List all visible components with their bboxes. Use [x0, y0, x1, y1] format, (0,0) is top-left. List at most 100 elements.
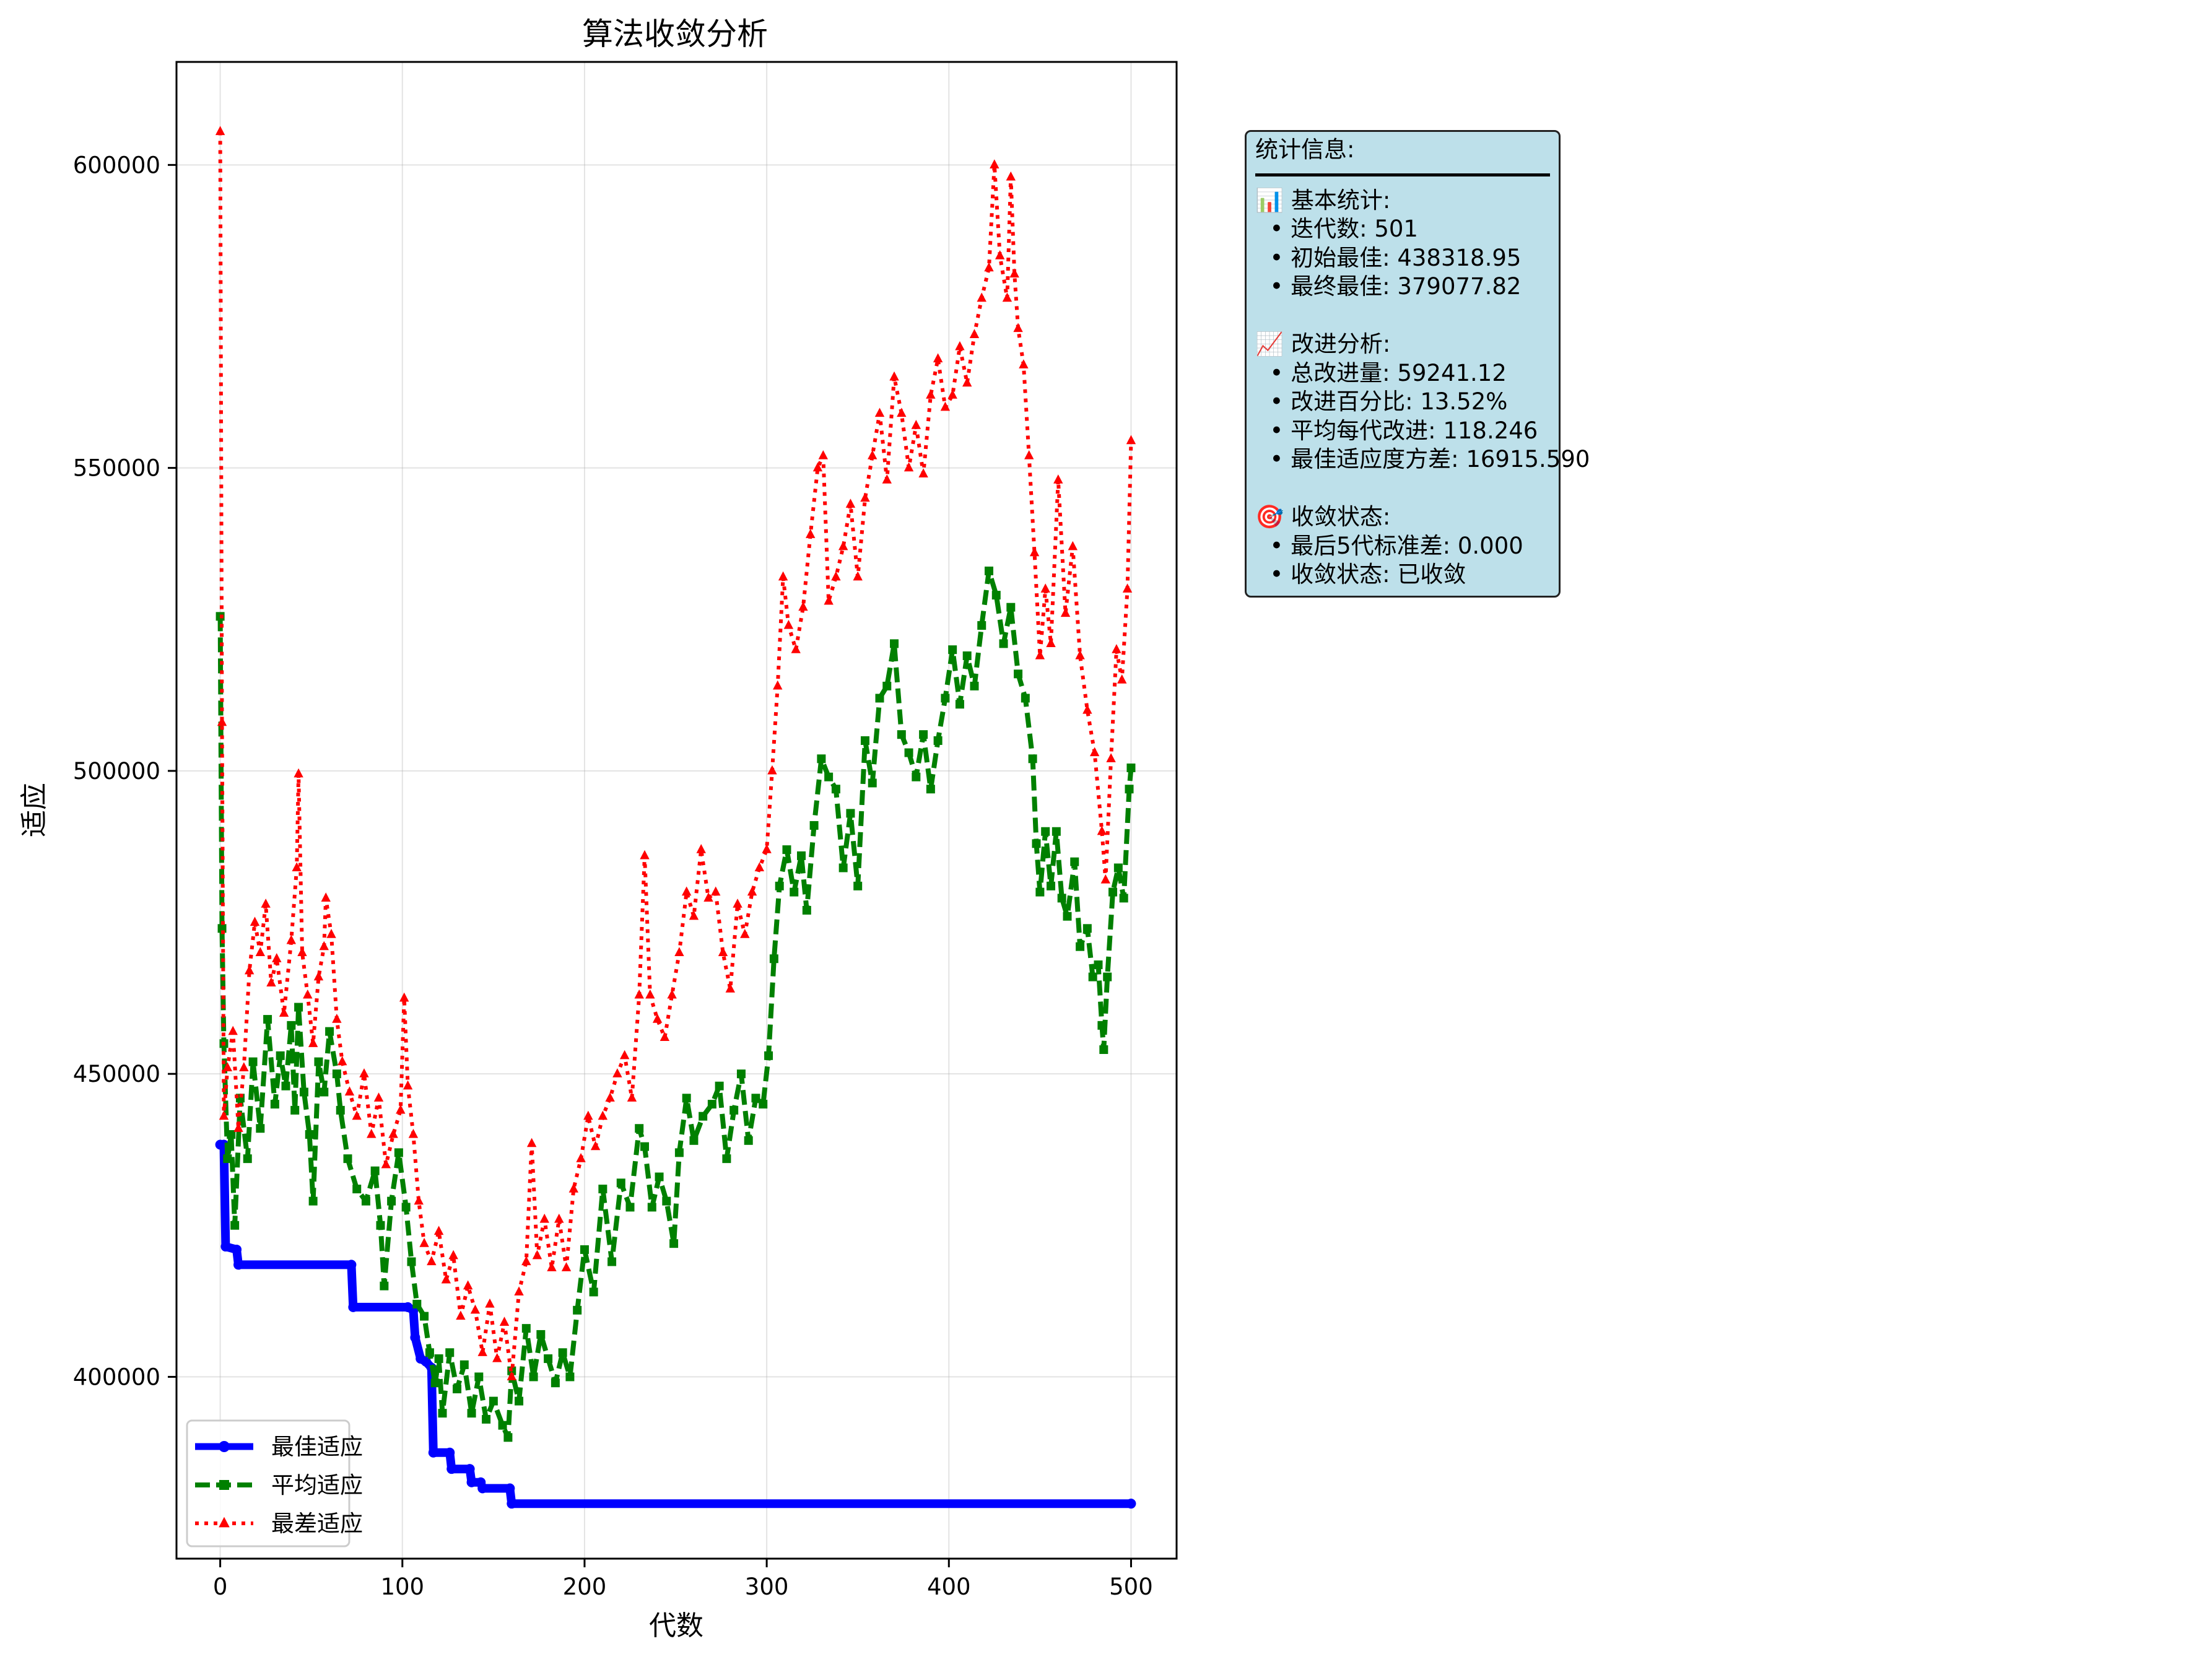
data-point	[1063, 912, 1072, 921]
data-point	[1013, 323, 1023, 333]
data-point	[507, 1371, 516, 1381]
data-point	[419, 1238, 429, 1247]
data-point	[1119, 894, 1128, 903]
data-point	[532, 1250, 542, 1260]
data-point	[655, 1172, 664, 1182]
data-point	[1076, 942, 1085, 951]
data-point	[477, 1347, 487, 1356]
data-point	[412, 1300, 422, 1309]
data-point	[1053, 474, 1063, 484]
data-point	[747, 886, 757, 896]
data-point	[255, 947, 266, 957]
data-point	[359, 1068, 369, 1077]
data-point	[433, 1225, 444, 1235]
data-point	[286, 934, 297, 944]
data-point	[985, 566, 994, 575]
data-point	[1060, 607, 1071, 617]
data-point	[521, 1324, 531, 1333]
data-point	[1029, 547, 1040, 557]
data-point	[381, 1159, 391, 1169]
data-point	[401, 1203, 411, 1212]
data-point	[467, 1409, 476, 1418]
data-point	[263, 1015, 272, 1024]
data-point	[1032, 839, 1041, 848]
data-point	[272, 953, 282, 962]
data-point	[824, 772, 834, 781]
data-point	[818, 450, 829, 459]
data-point	[580, 1245, 589, 1254]
data-point	[314, 1057, 323, 1066]
data-point	[529, 1372, 538, 1382]
data-point	[1122, 583, 1133, 593]
data-point	[558, 1348, 567, 1357]
data-point	[791, 644, 801, 653]
data-point	[751, 1094, 760, 1103]
data-point	[297, 947, 307, 957]
data-point	[420, 1312, 429, 1321]
data-point	[897, 407, 907, 417]
data-point	[933, 353, 943, 363]
data-point	[875, 694, 884, 703]
data-point	[882, 474, 892, 484]
data-point	[438, 1409, 447, 1418]
data-point	[325, 1027, 334, 1036]
series-line	[218, 131, 1133, 1379]
data-point	[387, 1196, 396, 1206]
data-point	[463, 1280, 473, 1290]
data-point	[904, 462, 914, 472]
data-point	[346, 1260, 357, 1270]
data-point	[573, 1305, 582, 1315]
data-point	[227, 1130, 236, 1139]
stats-line: 📊 基本统计:	[1255, 186, 1391, 214]
data-point	[969, 329, 980, 338]
legend-label: 最差适应	[271, 1510, 363, 1537]
data-point	[1125, 785, 1134, 794]
data-point	[868, 450, 877, 459]
data-point	[736, 1069, 746, 1079]
y-tick-label: 550000	[73, 455, 160, 482]
stats-gap	[1255, 302, 1550, 331]
data-point	[370, 1166, 380, 1175]
data-point	[990, 159, 999, 168]
data-point	[305, 1130, 314, 1139]
data-point	[860, 492, 870, 502]
data-point	[287, 1021, 296, 1030]
data-point	[425, 1348, 434, 1357]
data-point	[831, 785, 840, 794]
data-point	[243, 1154, 252, 1164]
data-point	[1046, 638, 1056, 648]
data-point	[228, 1025, 238, 1035]
data-point	[782, 845, 791, 855]
data-point	[853, 881, 863, 890]
data-point	[778, 571, 788, 581]
data-point	[809, 820, 819, 830]
data-point	[459, 1360, 469, 1369]
data-point	[217, 716, 227, 726]
data-point	[261, 899, 271, 908]
data-point	[1126, 435, 1136, 445]
data-point	[744, 1136, 753, 1145]
data-point	[474, 1372, 484, 1382]
data-point	[590, 1141, 601, 1151]
data-point	[1106, 753, 1116, 762]
data-point	[1035, 650, 1045, 659]
data-point	[308, 1196, 318, 1206]
data-point	[635, 1124, 644, 1133]
data-point	[882, 681, 892, 690]
data-point	[526, 1138, 537, 1147]
data-point	[707, 1100, 716, 1109]
chart-title: 算法收敛分析	[582, 16, 768, 52]
stats-line: • 收敛状态: 已收敛	[1255, 561, 1466, 588]
data-point	[759, 1100, 768, 1109]
data-point	[244, 965, 255, 975]
data-point	[1117, 674, 1127, 684]
legend-marker	[219, 1480, 229, 1490]
data-point	[912, 772, 921, 781]
series-layer	[215, 126, 1136, 1509]
data-point	[790, 887, 799, 897]
x-axis: 0 100 200 300 400 500	[213, 1559, 1153, 1600]
data-point	[561, 1262, 572, 1271]
stats-line: • 改进百分比: 13.52%	[1255, 388, 1508, 415]
data-point	[498, 1421, 507, 1430]
data-point	[248, 1057, 258, 1066]
